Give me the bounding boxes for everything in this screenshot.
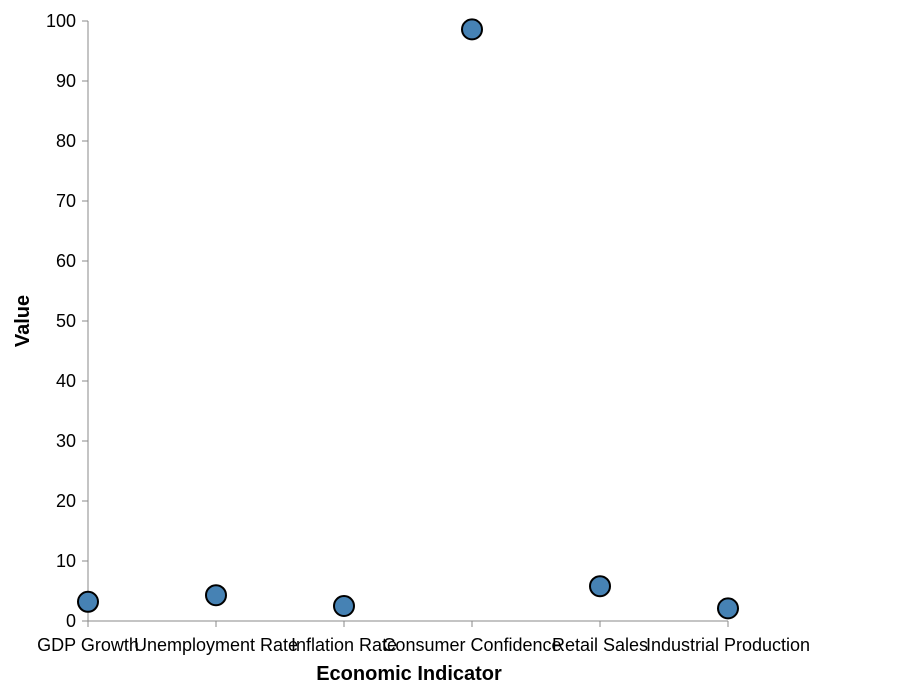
data-point xyxy=(333,595,355,617)
data-points xyxy=(77,18,739,620)
data-point xyxy=(717,597,739,620)
y-tick-label: 80 xyxy=(56,131,76,151)
x-tick-label: Inflation Rate xyxy=(291,635,397,655)
data-point xyxy=(589,575,611,598)
y-axis-title: Value xyxy=(12,295,34,347)
y-tick-label: 50 xyxy=(56,311,76,331)
x-tick-label: Retail Sales xyxy=(552,635,648,655)
y-tick-label: 90 xyxy=(56,71,76,91)
y-tick-label: 100 xyxy=(46,11,76,31)
y-tick-label: 70 xyxy=(56,191,76,211)
data-point xyxy=(205,584,227,607)
x-tick-label: Consumer Confidence xyxy=(382,635,561,655)
data-point xyxy=(77,590,99,613)
y-tick-label: 30 xyxy=(56,431,76,451)
y-tick-label: 20 xyxy=(56,491,76,511)
y-tick-label: 0 xyxy=(66,611,76,631)
x-tick-label: Industrial Production xyxy=(646,635,810,655)
y-tick-label: 40 xyxy=(56,371,76,391)
x-axis-title: Economic Indicator xyxy=(316,663,502,685)
y-axis: 0 10 20 30 40 50 60 70 80 90 100 xyxy=(46,11,89,631)
x-tick-label: Unemployment Rate xyxy=(134,635,298,655)
data-point xyxy=(461,18,483,41)
y-tick-label: 60 xyxy=(56,251,76,271)
y-tick-label: 10 xyxy=(56,551,76,571)
x-tick-label: GDP Growth xyxy=(37,635,139,655)
